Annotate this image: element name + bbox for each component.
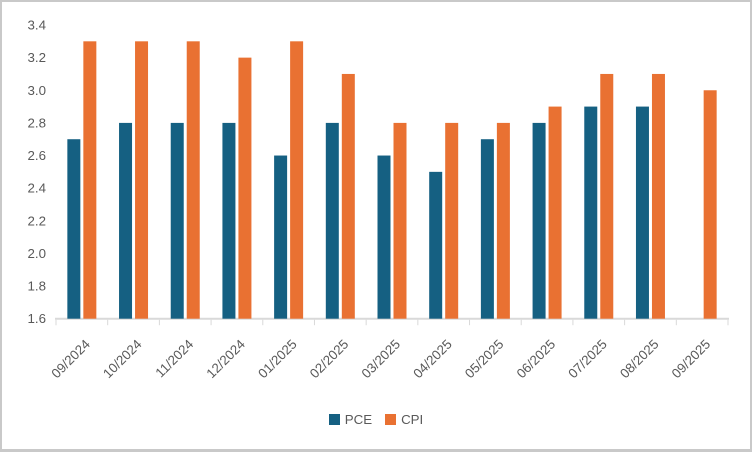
bar-cpi-12-2024[interactable] (238, 57, 252, 319)
cpi-series-swatch (385, 414, 397, 425)
bar-cpi-03-2025[interactable] (393, 122, 407, 319)
x-axis-category-label: 01/2025 (255, 337, 300, 382)
y-axis-tick-label: 1.6 (28, 311, 47, 326)
legend-item-cpi[interactable]: CPI (385, 412, 423, 427)
y-axis-tick-label: 3.0 (28, 83, 47, 98)
x-axis-category-label: 04/2025 (410, 337, 455, 382)
chart-legend: PCE CPI (2, 412, 750, 427)
x-axis-category-label: 06/2025 (514, 337, 559, 382)
bar-pce-03-2025[interactable] (377, 155, 391, 319)
bar-pce-11-2024[interactable] (170, 122, 184, 319)
x-axis-category-label: 11/2024 (152, 337, 196, 381)
x-axis-category-label: 08/2025 (617, 337, 662, 382)
bar-cpi-05-2025[interactable] (496, 122, 510, 319)
y-axis-tick-label: 3.4 (28, 18, 47, 33)
bar-pce-01-2025[interactable] (274, 155, 288, 319)
bar-pce-10-2024[interactable] (119, 122, 133, 319)
y-axis-tick-label: 3.2 (28, 50, 47, 65)
y-axis-tick-label: 2.4 (28, 181, 47, 196)
x-axis-category-label: 09/2025 (669, 337, 714, 382)
bar-pce-08-2025[interactable] (635, 106, 649, 319)
x-axis-category-label: 07/2025 (565, 337, 610, 382)
bar-cpi-07-2025[interactable] (600, 73, 614, 319)
bar-cpi-09-2024[interactable] (83, 41, 97, 319)
y-axis-tick-label: 2.6 (28, 148, 47, 163)
bar-cpi-11-2024[interactable] (186, 41, 200, 319)
y-axis-tick-label: 2.8 (28, 115, 47, 130)
x-axis-category-label: 09/2024 (48, 337, 93, 382)
y-axis-tick-label: 1.8 (28, 279, 47, 294)
bar-cpi-06-2025[interactable] (548, 106, 562, 319)
bar-cpi-02-2025[interactable] (341, 73, 355, 319)
legend-item-pce[interactable]: PCE (328, 412, 373, 427)
x-axis-category-label: 02/2025 (307, 337, 352, 382)
bar-pce-09-2024[interactable] (67, 139, 81, 319)
bar-pce-12-2024[interactable] (222, 122, 236, 319)
bar-cpi-08-2025[interactable] (651, 73, 665, 319)
bar-pce-06-2025[interactable] (532, 122, 546, 319)
bar-pce-02-2025[interactable] (325, 122, 339, 319)
legend-label-cpi: CPI (401, 412, 424, 427)
bar-cpi-10-2024[interactable] (135, 41, 149, 319)
pce-series-swatch (328, 414, 340, 425)
x-axis-category-label: 05/2025 (462, 337, 507, 382)
bar-cpi-04-2025[interactable] (445, 122, 459, 319)
bar-pce-04-2025[interactable] (429, 171, 443, 319)
y-axis-tick-label: 2.0 (28, 246, 47, 261)
x-axis-category-label: 10/2024 (100, 337, 145, 382)
x-axis-category-label: 12/2024 (203, 337, 248, 382)
x-axis-category-label: 03/2025 (359, 337, 404, 382)
bar-cpi-09-2025[interactable] (703, 90, 717, 319)
legend-label-pce: PCE (344, 412, 373, 427)
bar-pce-07-2025[interactable] (584, 106, 598, 319)
y-axis-tick-label: 2.2 (28, 213, 47, 228)
bar-pce-05-2025[interactable] (480, 139, 494, 319)
bar-cpi-01-2025[interactable] (290, 41, 304, 319)
